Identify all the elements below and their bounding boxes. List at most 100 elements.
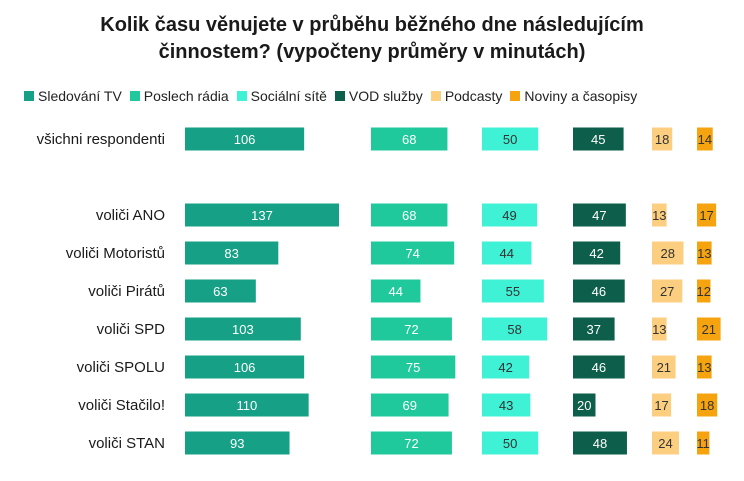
bar xyxy=(371,393,449,417)
category-label: voliči SPD xyxy=(97,321,166,338)
data-label: 45 xyxy=(591,132,605,147)
legend-swatch xyxy=(236,91,247,101)
data-label: 42 xyxy=(498,360,512,375)
bar xyxy=(482,203,538,227)
bar xyxy=(185,279,256,303)
data-label: 48 xyxy=(593,436,607,451)
data-label: 63 xyxy=(213,284,227,299)
legend-item-socialni-site: Sociální sítě xyxy=(236,88,327,104)
legend-swatch xyxy=(129,91,140,101)
data-label: 27 xyxy=(660,284,674,299)
bar xyxy=(697,203,717,227)
data-label: 17 xyxy=(699,208,713,223)
bar xyxy=(371,203,448,227)
data-label: 75 xyxy=(406,360,420,375)
bar xyxy=(697,317,721,341)
bar xyxy=(371,127,448,151)
data-label: 103 xyxy=(232,322,254,337)
bar xyxy=(573,203,626,227)
bar xyxy=(185,317,301,341)
data-label: 44 xyxy=(499,246,513,261)
data-label: 12 xyxy=(697,284,711,299)
bar xyxy=(697,431,710,455)
bar xyxy=(371,241,455,265)
data-label: 55 xyxy=(506,284,520,299)
data-label: 13 xyxy=(697,246,711,261)
bar xyxy=(652,355,676,379)
bar xyxy=(697,393,718,417)
data-label: 137 xyxy=(251,208,273,223)
legend-swatch xyxy=(430,91,441,101)
data-label: 50 xyxy=(503,132,517,147)
legend-swatch xyxy=(334,91,345,101)
category-label: voliči SPOLU xyxy=(77,359,165,376)
legend-label: Sledování TV xyxy=(38,88,122,104)
bar xyxy=(482,317,548,341)
chart-title-line-1: Kolik času věnujete v průběhu běžného dn… xyxy=(100,14,644,36)
data-label: 17 xyxy=(654,398,668,413)
data-label: 72 xyxy=(404,436,418,451)
bar xyxy=(185,127,305,151)
data-label: 13 xyxy=(652,322,666,337)
bar xyxy=(573,241,621,265)
bar xyxy=(185,393,309,417)
data-label: 13 xyxy=(697,360,711,375)
bar xyxy=(185,203,339,227)
data-label: 58 xyxy=(507,322,521,337)
bar xyxy=(652,431,679,455)
data-label: 11 xyxy=(696,436,710,451)
bar xyxy=(185,241,279,265)
data-label: 18 xyxy=(655,132,669,147)
bar xyxy=(482,355,530,379)
data-label: 50 xyxy=(503,436,517,451)
bar xyxy=(697,241,712,265)
bar xyxy=(185,355,305,379)
data-label: 44 xyxy=(388,284,402,299)
legend-item-sledovani-tv: Sledování TV xyxy=(24,88,122,104)
legend-label: Podcasty xyxy=(444,88,503,104)
category-label: voliči ANO xyxy=(96,207,165,224)
data-label: 49 xyxy=(502,208,516,223)
chart-title: Kolik času věnujete v průběhu běžného dn… xyxy=(0,12,744,66)
data-label: 21 xyxy=(702,322,716,337)
data-label: 106 xyxy=(234,360,256,375)
data-label: 20 xyxy=(577,398,591,413)
data-label: 28 xyxy=(661,246,675,261)
category-label: všichni respondenti xyxy=(37,131,165,148)
bar xyxy=(573,317,615,341)
data-label: 18 xyxy=(700,398,714,413)
bar xyxy=(573,127,624,151)
bar xyxy=(482,279,544,303)
bar xyxy=(652,393,672,417)
bar xyxy=(482,127,539,151)
data-label: 72 xyxy=(404,322,418,337)
data-label: 46 xyxy=(592,360,606,375)
bar xyxy=(371,279,421,303)
bar xyxy=(371,355,456,379)
data-label: 106 xyxy=(234,132,256,147)
legend-label: Poslech rádia xyxy=(143,88,229,104)
bar xyxy=(482,393,531,417)
data-label: 46 xyxy=(592,284,606,299)
bar xyxy=(185,431,290,455)
data-label: 74 xyxy=(405,246,419,261)
legend-item-podcasty: Podcasty xyxy=(430,88,503,104)
bar xyxy=(573,393,596,417)
data-label: 24 xyxy=(658,436,672,451)
bar xyxy=(371,317,452,341)
data-label: 69 xyxy=(403,398,417,413)
legend-label: Noviny a časopisy xyxy=(524,88,638,104)
bar xyxy=(697,279,711,303)
legend-label: Sociální sítě xyxy=(250,88,327,104)
legend-swatch xyxy=(24,91,34,101)
data-label: 93 xyxy=(230,436,244,451)
data-label: 83 xyxy=(224,246,238,261)
bar xyxy=(573,279,625,303)
data-label: 42 xyxy=(589,246,603,261)
data-label: 110 xyxy=(236,398,257,413)
bar xyxy=(652,127,673,151)
data-label: 68 xyxy=(402,132,416,147)
legend-item-vod-sluzby: VOD služby xyxy=(334,88,423,104)
